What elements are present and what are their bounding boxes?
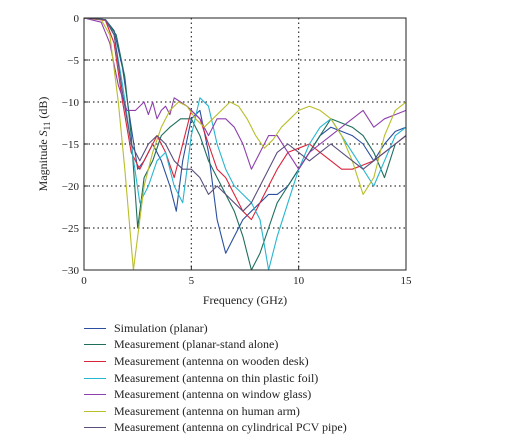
series-line-7 — [83, 17, 407, 212]
y-tick-label: −30 — [62, 265, 80, 277]
y-axis-label-symbol: S — [36, 130, 50, 136]
legend-swatch — [84, 344, 106, 346]
legend-label: Measurement (antenna on wooden desk) — [114, 353, 309, 368]
legend-label: Measurement (antenna on thin plastic foi… — [114, 370, 319, 385]
grid-lines — [84, 18, 406, 270]
chart-legend: Simulation (planar) Measurement (planar-s… — [84, 320, 347, 436]
x-tick-label: 10 — [293, 275, 305, 287]
series-line-1 — [83, 17, 407, 254]
legend-swatch — [84, 394, 106, 396]
series-line-2 — [83, 17, 407, 271]
legend-item: Measurement (antenna on cylindrical PCV … — [84, 420, 347, 437]
legend-label: Measurement (antenna on window glass) — [114, 387, 312, 402]
y-tick-label: 0 — [74, 13, 80, 25]
y-axis-label: Magnitude S11 (dB) — [36, 97, 52, 192]
legend-label: Measurement (antenna on cylindrical PCV … — [114, 420, 347, 435]
legend-item: Measurement (planar-stand alone) — [84, 337, 347, 354]
x-axis-label: Frequency (GHz) — [203, 293, 287, 307]
y-tick-label: −15 — [62, 139, 80, 151]
legend-swatch — [84, 427, 106, 429]
s11-line-chart: 0 5 10 15 0 −5 −10 −15 −20 −25 −30 Frequency (GHz… — [36, 13, 412, 307]
y-tick-label: −5 — [67, 55, 79, 67]
y-tick-label: −20 — [62, 181, 80, 193]
legend-item: Measurement (antenna on thin plastic foi… — [84, 370, 347, 387]
x-tick-label: 5 — [189, 275, 195, 287]
legend-swatch — [84, 377, 106, 379]
series-line-4 — [83, 17, 407, 271]
legend-swatch — [84, 327, 106, 329]
x-axis-ticks: 0 5 10 15 — [81, 266, 412, 287]
y-axis-label-subscript: 11 — [42, 122, 52, 131]
legend-item: Measurement (antenna on wooden desk) — [84, 353, 347, 370]
y-axis-label-prefix: Magnitude — [36, 136, 50, 191]
legend-item: Simulation (planar) — [84, 320, 347, 337]
legend-item: Measurement (antenna on human arm) — [84, 403, 347, 420]
legend-label: Measurement (antenna on human arm) — [114, 403, 300, 418]
series-line-3 — [83, 17, 407, 221]
y-tick-label: −10 — [62, 97, 80, 109]
legend-label: Simulation (planar) — [114, 320, 208, 335]
y-tick-label: −25 — [62, 223, 80, 235]
legend-item: Measurement (antenna on window glass) — [84, 386, 347, 403]
x-tick-label: 15 — [401, 275, 413, 287]
x-tick-label: 0 — [81, 275, 87, 287]
series-lines — [83, 17, 407, 271]
y-axis-label-suffix: (dB) — [36, 97, 50, 122]
legend-swatch — [84, 410, 106, 412]
legend-swatch — [84, 360, 106, 362]
legend-label: Measurement (planar-stand alone) — [114, 337, 279, 352]
y-axis-ticks: 0 −5 −10 −15 −20 −25 −30 — [62, 13, 88, 277]
